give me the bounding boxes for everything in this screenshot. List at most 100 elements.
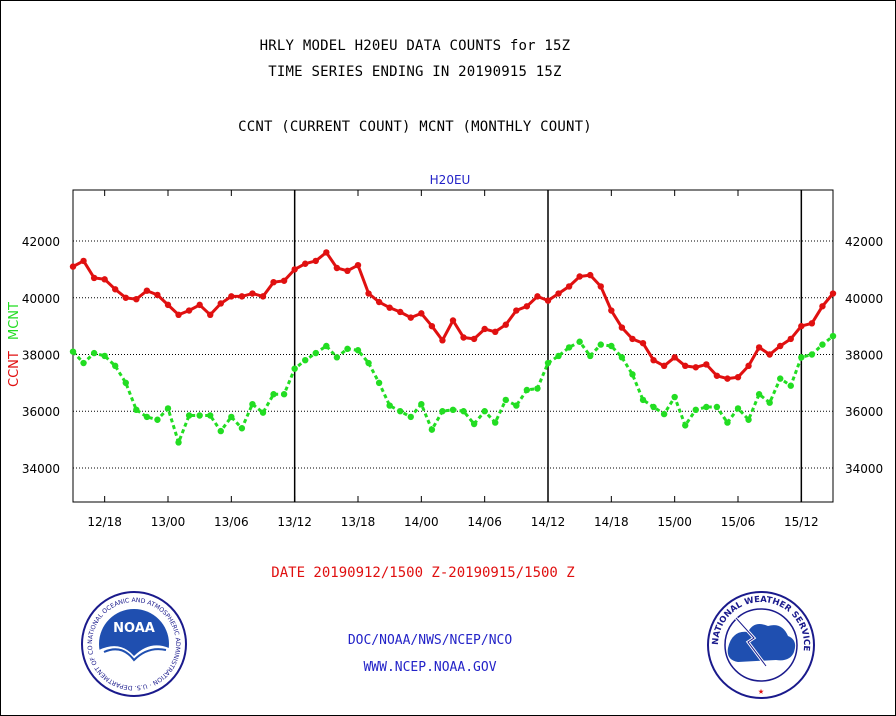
y-tick-labels: 34000 34000 36000 36000 38000 38000 40000 40000…: [22, 235, 883, 476]
data-point-ccnt: [217, 300, 224, 307]
series-lines: [69, 249, 837, 447]
data-point-mcnt: [228, 413, 235, 421]
data-point-ccnt: [534, 293, 541, 300]
website-link[interactable]: WWW.NCEP.NOAA.GOV: [363, 660, 497, 675]
data-point-mcnt: [460, 408, 467, 415]
data-point-ccnt: [101, 276, 108, 283]
series-line-ccnt: [72, 250, 835, 381]
data-point-mcnt: [660, 410, 668, 418]
data-point-mcnt: [808, 351, 816, 358]
data-point-ccnt: [470, 335, 478, 343]
data-point-mcnt: [80, 359, 87, 367]
data-point-mcnt: [418, 400, 425, 408]
data-point-mcnt: [470, 420, 478, 428]
series-mcnt: [69, 332, 837, 447]
data-point-mcnt: [766, 399, 773, 406]
y-tick-label-left: 36000: [22, 405, 60, 419]
data-point-mcnt: [407, 413, 414, 421]
data-point-mcnt: [713, 403, 721, 411]
data-point-mcnt: [682, 422, 689, 429]
x-tick-label: 14/00: [404, 515, 439, 529]
data-point-ccnt: [544, 297, 552, 304]
data-point-mcnt: [534, 385, 541, 392]
data-point-ccnt: [481, 325, 488, 333]
data-point-mcnt: [249, 400, 256, 408]
x-tick-label: 13/00: [151, 515, 186, 529]
data-point-mcnt: [428, 426, 436, 433]
day-dividers: [293, 190, 803, 502]
data-point-mcnt: [154, 416, 161, 423]
noaa-logo: NOAA NATIONAL OCEANIC AND ATMOSPHERIC AD…: [80, 590, 187, 697]
y-tick-label-right: 40000: [845, 292, 883, 306]
data-point-ccnt: [259, 293, 267, 300]
data-point-ccnt: [365, 290, 372, 297]
data-point-ccnt: [629, 335, 636, 343]
data-point-ccnt: [671, 354, 678, 361]
data-point-mcnt: [671, 393, 678, 401]
data-point-ccnt: [354, 261, 362, 269]
data-point-ccnt: [207, 311, 214, 318]
data-point-mcnt: [69, 348, 77, 355]
data-point-ccnt: [323, 249, 330, 256]
data-point-mcnt: [481, 408, 488, 415]
y-tick-label-right: 36000: [845, 405, 883, 419]
data-point-ccnt: [238, 293, 246, 300]
data-point-mcnt: [755, 391, 763, 398]
data-point-ccnt: [90, 274, 98, 282]
x-tick-label: 13/18: [341, 515, 376, 529]
data-point-ccnt: [69, 263, 77, 270]
data-point-ccnt: [692, 364, 699, 371]
data-point-ccnt: [745, 362, 752, 370]
data-point-mcnt: [724, 419, 731, 426]
data-point-mcnt: [143, 413, 151, 421]
data-point-mcnt: [513, 402, 520, 409]
data-point-mcnt: [238, 425, 246, 432]
data-point-ccnt: [618, 324, 626, 331]
data-point-mcnt: [333, 354, 341, 361]
y-axis-label-mcnt: MCNT: [7, 302, 22, 340]
y-tick-label-left: 34000: [22, 462, 60, 476]
org-path-text: DOC/NOAA/NWS/NCEP/NCO: [347, 633, 513, 648]
data-point-ccnt: [734, 374, 742, 381]
y-tick-label-left: 40000: [22, 292, 60, 306]
data-point-mcnt: [175, 439, 182, 446]
data-point-ccnt: [449, 317, 457, 324]
data-point-ccnt: [608, 307, 615, 314]
data-point-ccnt: [407, 314, 414, 321]
data-point-mcnt: [787, 382, 794, 389]
data-point-mcnt: [259, 409, 267, 416]
date-range: DATE 20190912/1500 Z-20190915/1500 Z: [271, 565, 575, 581]
chart-title-line-1: HRLY MODEL H20EU DATA COUNTS for 15Z: [259, 38, 571, 54]
data-point-mcnt: [354, 347, 362, 354]
data-point-mcnt: [122, 379, 129, 387]
data-point-ccnt: [312, 257, 319, 265]
data-point-mcnt: [523, 386, 531, 394]
data-point-ccnt: [650, 356, 657, 364]
data-point-ccnt: [703, 361, 710, 368]
x-tick-label: 14/18: [594, 515, 629, 529]
data-point-ccnt: [755, 344, 763, 351]
data-point-mcnt: [819, 341, 826, 348]
noaa-logo-text: NOAA: [113, 621, 155, 636]
data-point-mcnt: [492, 419, 499, 426]
data-point-ccnt: [228, 293, 235, 300]
data-point-ccnt: [112, 286, 119, 293]
x-tick-label: 15/12: [784, 515, 819, 529]
data-point-mcnt: [217, 427, 224, 435]
data-point-mcnt: [90, 349, 98, 357]
data-point-ccnt: [270, 278, 277, 286]
data-point-mcnt: [164, 405, 172, 412]
y-axis-label-ccnt: CCNT: [7, 351, 22, 387]
chart-title-line-2: TIME SERIES ENDING IN 20190915 15Z: [268, 64, 562, 80]
data-point-mcnt: [375, 379, 383, 387]
data-point-ccnt: [196, 301, 203, 309]
data-point-mcnt: [365, 359, 372, 367]
data-point-mcnt: [745, 416, 752, 423]
data-point-mcnt: [618, 354, 626, 361]
data-point-mcnt: [777, 375, 784, 382]
data-point-ccnt: [386, 304, 393, 311]
nws-logo: ★ NATIONAL WEATHER SERVICE: [707, 591, 815, 699]
data-point-mcnt: [576, 338, 583, 345]
x-tick-labels: 12/18 13/00 13/06 13/12 13/18 14/00 14/06 14/12…: [87, 190, 819, 529]
